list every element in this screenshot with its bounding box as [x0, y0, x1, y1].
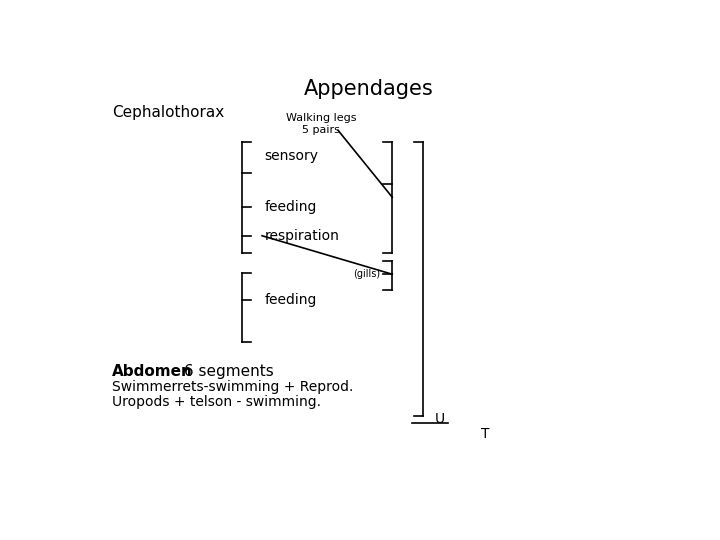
Text: T: T: [481, 427, 490, 441]
Text: feeding: feeding: [264, 200, 317, 214]
Text: feeding: feeding: [264, 293, 317, 307]
Text: Swimmerrets-swimming + Reprod.: Swimmerrets-swimming + Reprod.: [112, 380, 353, 394]
Text: respiration: respiration: [264, 229, 339, 243]
Text: (gills): (gills): [353, 269, 380, 279]
Text: Uropods + telson - swimming.: Uropods + telson - swimming.: [112, 395, 320, 409]
Text: Appendages: Appendages: [304, 79, 434, 99]
Text: sensory: sensory: [264, 148, 318, 163]
Text: Walking legs
5 pairs: Walking legs 5 pairs: [286, 113, 356, 135]
Text: Cephalothorax: Cephalothorax: [112, 105, 224, 120]
Text: Abdomen: Abdomen: [112, 364, 192, 379]
Text: 6 segments: 6 segments: [179, 364, 274, 379]
Text: U: U: [435, 412, 446, 426]
